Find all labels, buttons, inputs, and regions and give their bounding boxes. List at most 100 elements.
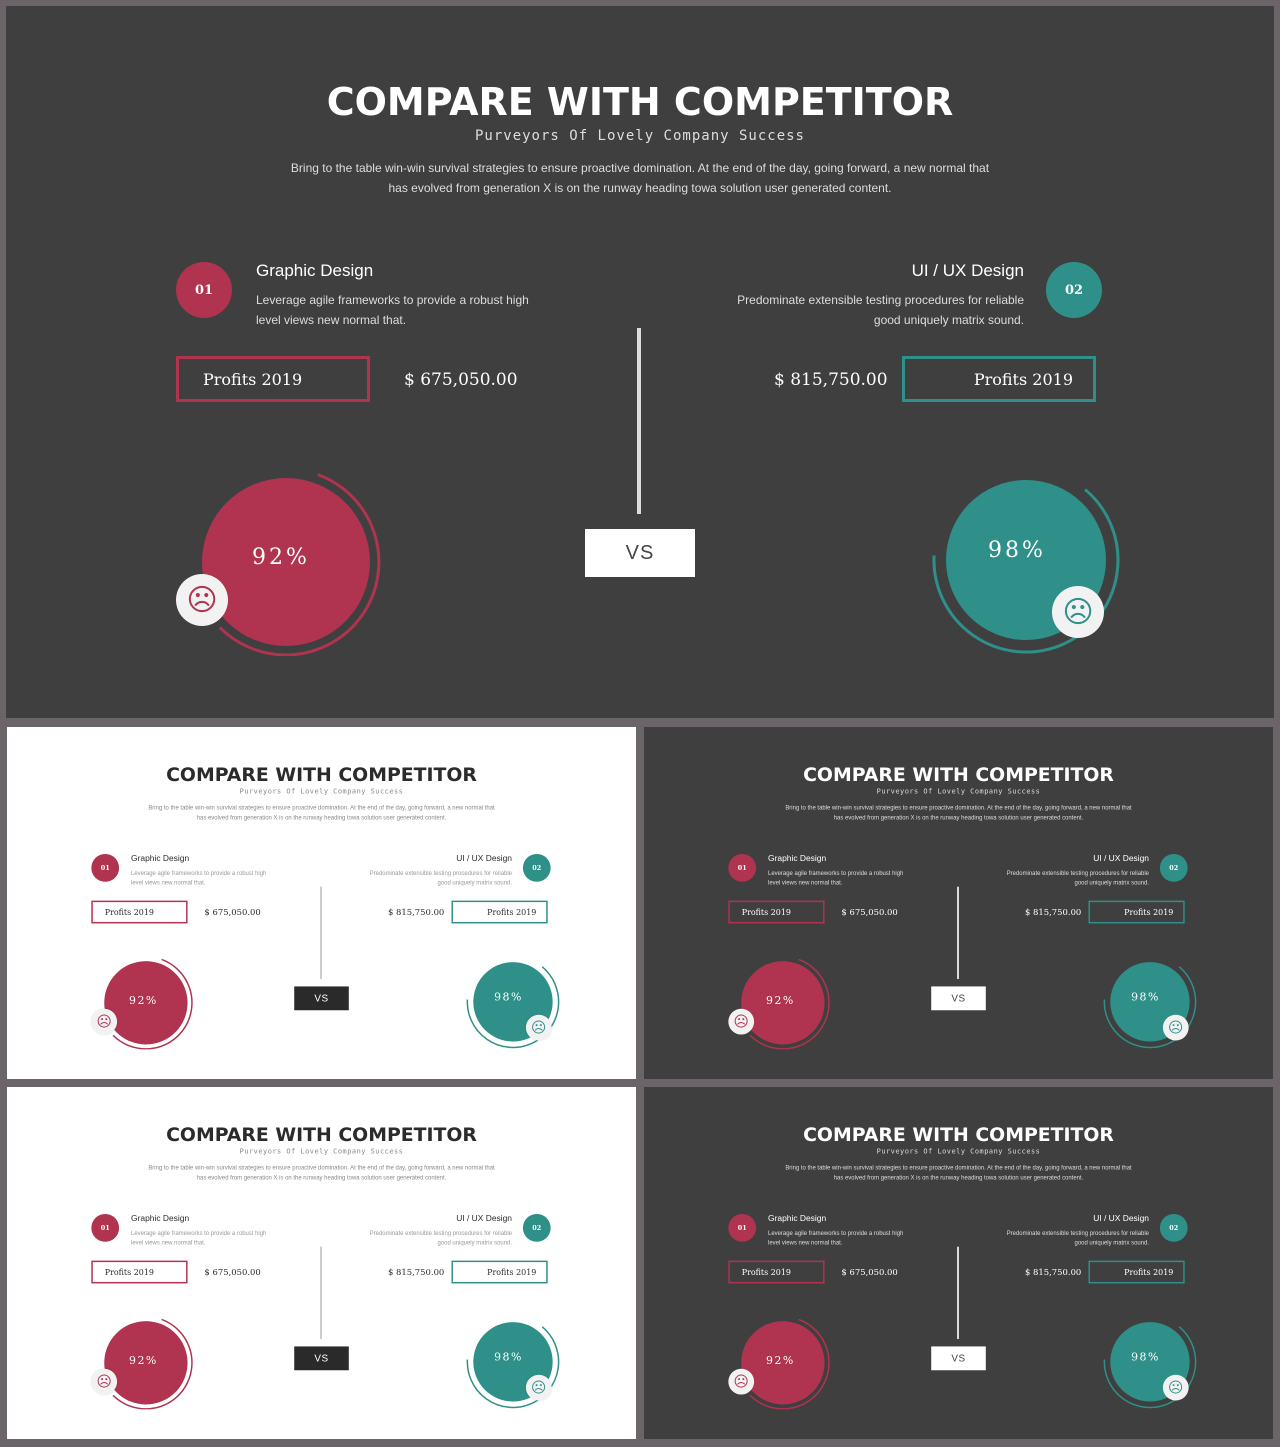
divider-line [320,1246,322,1339]
left-amount: $ 675,050.00 [204,1267,261,1278]
slide-thumbnail-2[interactable]: COMPARE WITH COMPETITOR Purveyors Of Lov… [644,727,1273,1079]
number-badge-right: 02 [522,853,551,882]
slide-description: Bring to the table win-win survival stra… [148,803,495,821]
right-profit-box: Profits 2019 [902,356,1096,402]
right-progress-arc [466,966,560,1049]
number-badge-right: 02 [1159,853,1188,882]
vs-badge: VS [294,986,349,1011]
divider-line [957,886,959,979]
left-profit-box: Profits 2019 [728,900,825,924]
right-percent-label: 98% [494,990,523,1004]
vs-badge: VS [294,1346,349,1371]
right-amount: $ 815,750.00 [1024,1267,1082,1278]
right-amount: $ 815,750.00 [387,1267,445,1278]
left-progress-arc [218,473,381,656]
slide-title: COMPARE WITH COMPETITOR [803,1123,1114,1146]
slide-canvas: COMPARE WITH COMPETITOR Purveyors Of Lov… [644,727,1273,1079]
left-item-description: Leverage agile frameworks to provide a r… [256,293,529,327]
number-badge-left: 01 [91,853,120,882]
vs-badge: VS [585,529,695,577]
slide-thumbnail-4[interactable]: COMPARE WITH COMPETITOR Purveyors Of Lov… [644,1087,1273,1439]
slide-subtitle: Purveyors Of Lovely Company Success [876,787,1041,796]
sad-face-icon: ☹ [525,1374,552,1401]
right-profit-box: Profits 2019 [1088,1260,1185,1284]
left-percent-label: 92% [252,545,310,570]
slide-thumbnail-1[interactable]: COMPARE WITH COMPETITOR Purveyors Of Lov… [7,727,636,1079]
left-profit-box: Profits 2019 [728,1260,825,1284]
left-item-description: Leverage agile frameworks to provide a r… [131,1229,267,1247]
slide-description: Bring to the table win-win survival stra… [785,1163,1132,1181]
left-percent-circle [741,1318,830,1410]
right-profit-box: Profits 2019 [1088,900,1185,924]
right-progress-arc [1103,966,1197,1049]
right-percent-label: 98% [494,1350,523,1364]
sad-face-icon: ☹ [728,1368,755,1395]
right-item-description: Predominate extensible testing procedure… [1006,869,1149,887]
sad-face-icon: ☹ [728,1008,755,1035]
slide-canvas: COMPARE WITH COMPETITOR Purveyors Of Lov… [644,1087,1273,1439]
slide-canvas: COMPARE WITH COMPETITOR Purveyors Of Lov… [7,727,636,1079]
left-percent-circle [104,1318,193,1410]
number-badge-right: 02 [522,1213,551,1242]
sad-face-icon: ☹ [1162,1374,1189,1401]
slide-main[interactable]: COMPARE WITH COMPETITOR Purveyors Of Lov… [6,6,1274,718]
left-progress-arc [749,958,830,1050]
vs-badge: VS [931,1346,986,1371]
left-percent-label: 92% [766,994,795,1007]
left-circle-fill [202,478,370,646]
left-profit-box: Profits 2019 [176,356,370,402]
divider-line [637,328,641,514]
left-progress-arc [749,1318,830,1410]
left-item-title: Graphic Design [768,1213,827,1223]
slide-subtitle: Purveyors Of Lovely Company Success [239,1147,404,1156]
left-profit-box: Profits 2019 [91,900,188,924]
right-progress-arc [1103,1326,1197,1409]
slide-subtitle: Purveyors Of Lovely Company Success [474,128,805,144]
slide-title: COMPARE WITH COMPETITOR [803,763,1114,786]
left-amount: $ 675,050.00 [841,1267,898,1278]
left-amount: $ 675,050.00 [841,907,898,918]
sad-face-icon: ☹ [176,574,228,626]
slide-subtitle: Purveyors Of Lovely Company Success [239,787,404,796]
slide-subtitle: Purveyors Of Lovely Company Success [876,1147,1041,1156]
right-item-description: Predominate extensible testing procedure… [1006,1229,1149,1247]
sad-face-icon: ☹ [525,1014,552,1041]
right-amount: $ 815,750.00 [1024,907,1082,918]
left-circle-fill [104,1321,188,1405]
slide-description: Bring to the table win-win survival stra… [785,803,1132,821]
right-profit-box: Profits 2019 [451,1260,548,1284]
left-circle-fill [741,1321,825,1405]
slide-thumbnail-3[interactable]: COMPARE WITH COMPETITOR Purveyors Of Lov… [7,1087,636,1439]
left-circle-fill [741,961,825,1045]
left-item-title: Graphic Design [256,261,374,280]
right-item-description: Predominate extensible testing procedure… [737,293,1024,327]
sad-face-icon: ☹ [1162,1014,1189,1041]
right-item-title: UI / UX Design [1093,1213,1149,1223]
left-item-title: Graphic Design [131,853,190,863]
number-badge-left: 01 [176,262,232,318]
sad-face-icon: ☹ [91,1008,118,1035]
number-badge-left: 01 [91,1213,120,1242]
slide-title: COMPARE WITH COMPETITOR [166,1123,477,1146]
left-percent-circle [104,958,193,1050]
right-percent-label: 98% [1131,1350,1160,1364]
left-item-description: Leverage agile frameworks to provide a r… [131,869,267,887]
slide-canvas: COMPARE WITH COMPETITOR Purveyors Of Lov… [7,1087,636,1439]
sad-face-icon: ☹ [91,1368,118,1395]
right-item-title: UI / UX Design [911,261,1024,280]
left-progress-arc [112,958,193,1050]
right-item-title: UI / UX Design [1093,853,1149,863]
right-item-title: UI / UX Design [456,853,512,863]
left-progress-arc [112,1318,193,1410]
slide-canvas: COMPARE WITH COMPETITOR Purveyors Of Lov… [6,6,1274,718]
number-badge-left: 01 [728,853,757,882]
left-item-description: Leverage agile frameworks to provide a r… [768,869,904,887]
left-percent-label: 92% [129,1354,158,1367]
divider-line [957,1246,959,1339]
slide-title: COMPARE WITH COMPETITOR [166,763,477,786]
left-percent-label: 92% [766,1354,795,1367]
right-item-description: Predominate extensible testing procedure… [369,869,512,887]
slide-description: Bring to the table win-win survival stra… [290,161,990,195]
divider-line [320,886,322,979]
right-progress-arc [932,488,1120,654]
